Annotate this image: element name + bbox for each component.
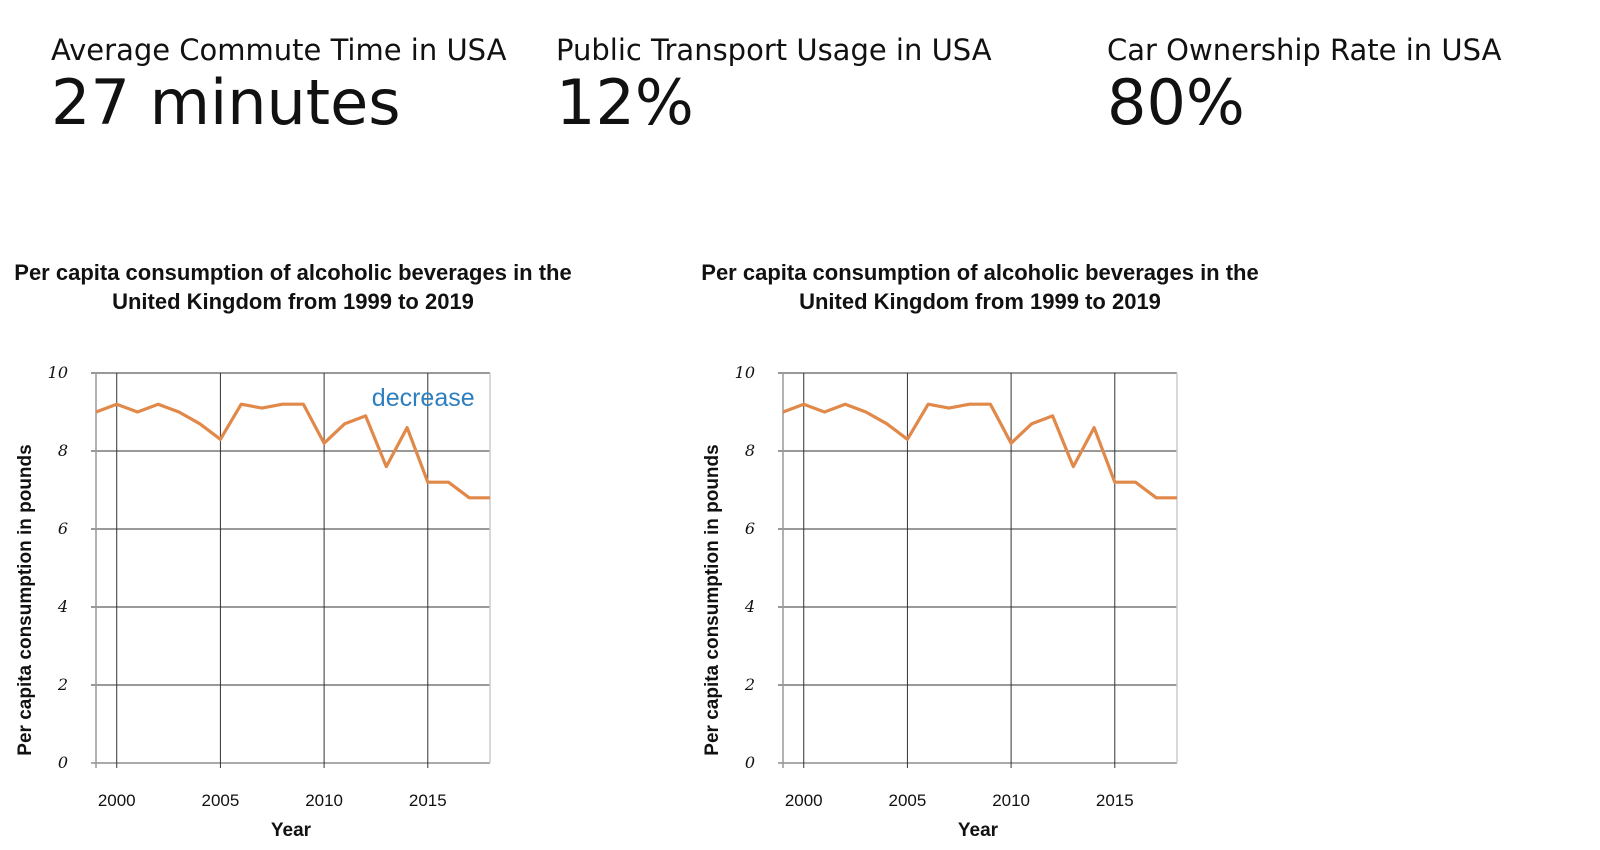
y-tick-label: 4	[744, 597, 755, 616]
y-tick-label: 2	[57, 675, 68, 694]
y-tick-label: 6	[58, 519, 68, 538]
line-chart-left: Per capita consumption of alcoholic beve…	[0, 258, 600, 850]
kpi-label: Public Transport Usage in USA	[556, 33, 992, 67]
x-tick-label: 2000	[785, 791, 823, 810]
kpi-car-ownership: Car Ownership Rate in USA 80%	[1107, 30, 1501, 136]
x-tick-label: 2005	[889, 791, 927, 810]
y-tick-label: 0	[58, 753, 68, 772]
y-tick-label: 0	[745, 753, 755, 772]
x-tick-label: 2010	[992, 791, 1030, 810]
y-tick-label: 10	[48, 363, 68, 382]
y-tick-label: 10	[735, 363, 755, 382]
y-tick-label: 6	[745, 519, 755, 538]
kpi-value: 12%	[556, 66, 694, 139]
chart-title: Per capita consumption of alcoholic beve…	[701, 260, 1259, 314]
x-tick-label: 2015	[1096, 791, 1134, 810]
kpi-commute-time: Average Commute Time in USA 27 minutes	[51, 30, 506, 136]
x-tick-label: 2005	[202, 791, 240, 810]
chart-svg: 0 2 4 6 8 10 2000 2005 2010 2015 Year Per capita co…	[702, 363, 1178, 841]
x-axis-label: Year	[271, 820, 312, 841]
y-tick-label: 4	[57, 597, 68, 616]
kpi-value: 80%	[1107, 66, 1245, 139]
annotation-text: decrease	[372, 384, 475, 412]
series-line	[95, 402, 490, 500]
x-tick-label: 2000	[98, 791, 136, 810]
x-axis-label: Year	[958, 820, 999, 841]
kpi-label: Car Ownership Rate in USA	[1107, 33, 1502, 67]
y-tick-label: 8	[58, 441, 68, 460]
y-axis-label: Per capita consumption in pounds	[702, 444, 723, 755]
series-line	[782, 402, 1177, 500]
y-tick-label: 8	[745, 441, 755, 460]
line-chart-right: Per capita consumption of alcoholic beve…	[687, 258, 1287, 850]
chart-svg: 0 2 4 6 8 10 2000 2005 2010 2015 decrease Year Per c…	[15, 363, 491, 841]
kpi-value: 27 minutes	[51, 66, 401, 139]
kpi-label: Average Commute Time in USA	[51, 33, 507, 67]
x-tick-label: 2015	[409, 791, 447, 810]
y-axis-label: Per capita consumption in pounds	[15, 444, 36, 755]
chart-title: Per capita consumption of alcoholic beve…	[14, 260, 572, 314]
x-tick-label: 2010	[305, 791, 343, 810]
y-tick-label: 2	[744, 675, 755, 694]
kpi-public-transport: Public Transport Usage in USA 12%	[556, 30, 992, 136]
